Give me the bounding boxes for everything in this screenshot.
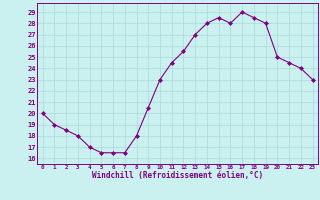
X-axis label: Windchill (Refroidissement éolien,°C): Windchill (Refroidissement éolien,°C) [92, 171, 263, 180]
